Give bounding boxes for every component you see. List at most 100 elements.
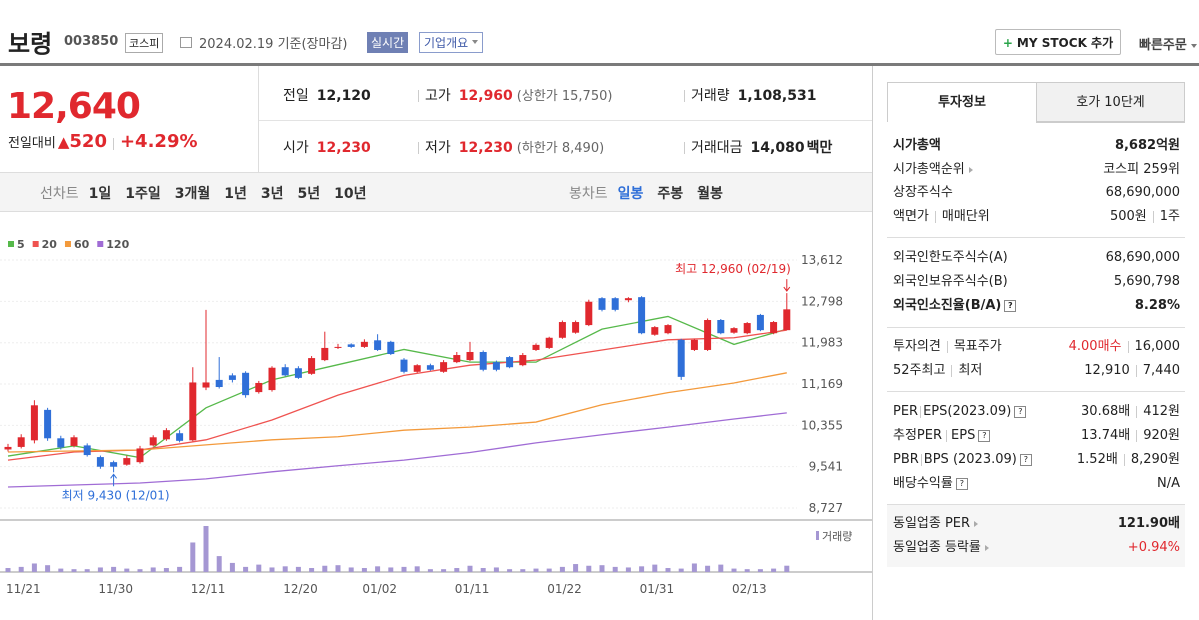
label: 52주최고	[893, 363, 946, 378]
value: 12,230	[316, 140, 371, 156]
chart: 13,612 12,798 11,983 11,169 10,355 9,541 8,727…	[0, 238, 872, 596]
value: 1.52배	[1076, 452, 1118, 467]
candle-body	[44, 409, 52, 439]
quote-low: 저가 12,230 (하한가 8,490)	[412, 137, 604, 157]
volume-label: 거래량	[822, 530, 852, 543]
volume-bar	[243, 566, 249, 572]
help-icon[interactable]: ?	[955, 477, 968, 490]
candle-body	[638, 297, 646, 334]
period-button[interactable]: 1년	[224, 186, 247, 202]
candle-body	[70, 437, 78, 446]
value: 13.74배	[1081, 428, 1131, 443]
period-button[interactable]: 1주일	[125, 186, 161, 202]
volume-bar	[705, 565, 711, 572]
candle-body	[136, 448, 144, 463]
volume-bar	[401, 566, 407, 572]
volume-bar	[111, 566, 117, 572]
help-icon[interactable]: ?	[1004, 299, 1017, 312]
separator	[934, 210, 936, 223]
realtime-button[interactable]: 실시간	[367, 32, 409, 53]
x-tick-label: 01/31	[640, 582, 675, 596]
candle-body	[321, 347, 329, 361]
info-row: 배당수익률? N/A	[893, 474, 1180, 494]
current-price: 12,640	[7, 86, 141, 127]
volume-bar	[229, 562, 235, 572]
info-row: 투자의견 목표주가 4.00매수 16,000	[893, 337, 1180, 357]
x-tick-label: 02/13	[732, 582, 767, 596]
volume-bar	[625, 567, 631, 572]
volume-bar	[216, 556, 222, 572]
volume-bar	[322, 565, 328, 572]
candle-body	[664, 325, 672, 334]
market-badge: 코스피	[125, 33, 164, 53]
help-icon[interactable]: ?	[1019, 453, 1032, 466]
x-tick-label: 01/22	[547, 582, 582, 596]
period-button[interactable]: 일봉	[617, 186, 644, 202]
period-button[interactable]: 5년	[297, 186, 321, 202]
candle-body	[756, 314, 764, 331]
label: 고가	[425, 88, 451, 104]
tab[interactable]: 호가 10단계	[1036, 82, 1185, 122]
moving-average	[7, 412, 787, 488]
candle-body	[400, 359, 408, 372]
candle-body	[360, 341, 368, 347]
y-tick-label: 8,727	[809, 501, 843, 515]
quote-open: 시가 12,230	[283, 137, 371, 157]
period-button[interactable]: 3개월	[174, 186, 211, 202]
volume-bar	[71, 569, 77, 572]
candle-body	[149, 437, 157, 446]
quick-order[interactable]: 빠른주문	[1139, 34, 1197, 53]
separator	[684, 142, 685, 154]
candle-body	[783, 309, 791, 331]
volume-bar	[467, 565, 473, 572]
mystock-button[interactable]: + MY STOCK 추가	[995, 29, 1121, 55]
change-label: 전일대비	[8, 136, 56, 151]
separator	[951, 364, 953, 377]
volume-bar	[414, 566, 420, 572]
period-button[interactable]: 월봉	[697, 186, 723, 202]
y-tick-label: 12,798	[801, 294, 843, 308]
help-icon[interactable]: ?	[978, 429, 991, 442]
candle-body	[242, 372, 250, 396]
info-row: 액면가 매매단위 500원 1주	[893, 207, 1180, 227]
period-button[interactable]: 1일	[88, 186, 112, 202]
value: 13.74배 920원	[1081, 426, 1180, 446]
candle-body	[651, 327, 659, 335]
value: 12,910 7,440	[1084, 361, 1180, 381]
label: 목표주가	[953, 339, 1002, 354]
help-icon[interactable]: ?	[1014, 405, 1027, 418]
volume-bar	[520, 569, 526, 572]
candle-body	[215, 379, 223, 388]
value: 14,080	[750, 140, 805, 156]
period-button[interactable]: 10년	[334, 186, 367, 202]
value: 4.00매수	[1068, 339, 1122, 354]
volume-bar	[533, 568, 539, 572]
quick-order-text: 빠른주문	[1139, 38, 1187, 53]
divider	[887, 327, 1185, 328]
separator	[1152, 210, 1154, 223]
overview-button[interactable]: 기업개요	[419, 32, 484, 53]
tab-active[interactable]: 투자정보	[887, 82, 1037, 122]
value: 500원	[1109, 209, 1147, 224]
volume-bar	[691, 563, 697, 572]
value: +0.94%	[1127, 540, 1180, 555]
divider	[887, 237, 1185, 238]
line-label: 선차트	[40, 186, 79, 202]
candle-body	[83, 445, 91, 456]
candle-body	[228, 375, 236, 380]
value: 12,120	[316, 88, 371, 104]
candle-body	[294, 368, 302, 378]
period-button[interactable]: 3년	[260, 186, 284, 202]
label: 전일	[283, 88, 309, 104]
candle-body	[506, 357, 514, 368]
arrow	[974, 520, 979, 527]
period-button[interactable]: 주봉	[657, 186, 684, 202]
info-row: 동일업종 등락률 +0.94%	[893, 538, 1180, 558]
info-row: 동일업종 PER 121.90배	[893, 514, 1180, 534]
separator	[920, 453, 922, 466]
value: 12,960	[458, 88, 513, 104]
value: 코스피 259위	[1103, 162, 1180, 177]
divider	[259, 120, 872, 121]
volume-bar	[771, 568, 777, 572]
